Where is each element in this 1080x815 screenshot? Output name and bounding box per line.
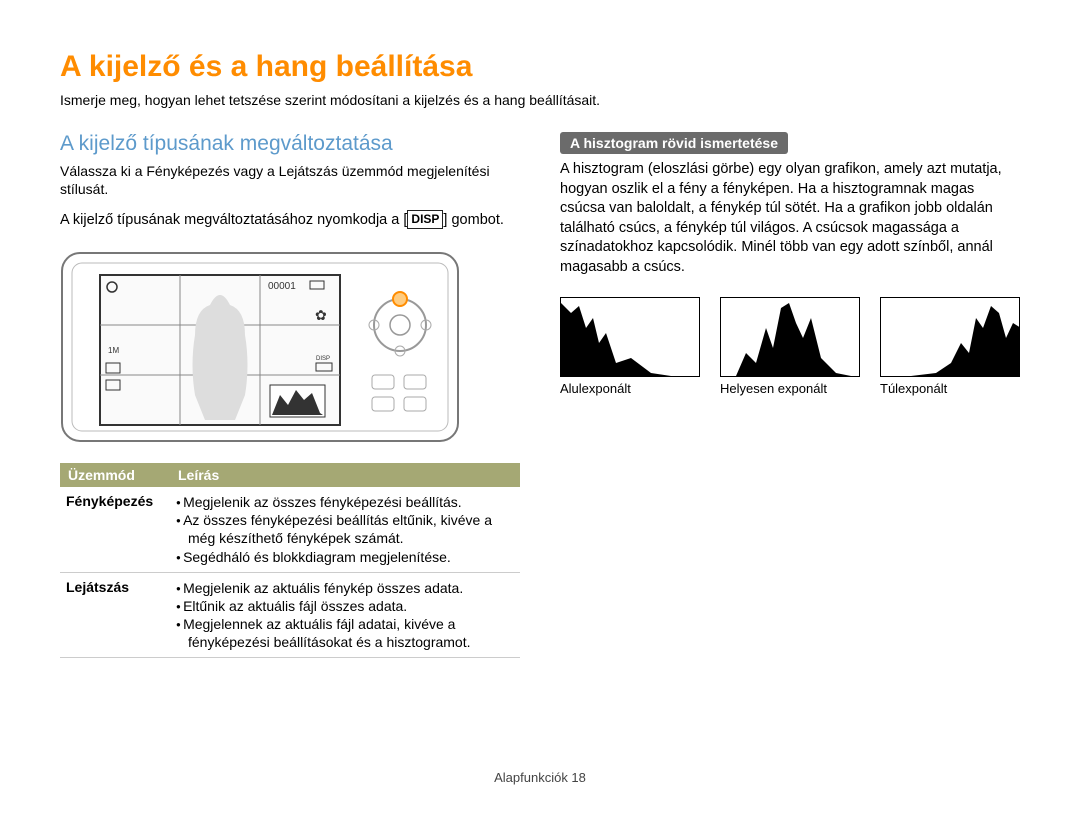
histogram-item: Túlexponált [880, 297, 1020, 396]
list-item: Az összes fényképezési beállítás eltűnik… [176, 511, 514, 547]
camera-illustration: 1M 00001 ✿ DISP [60, 245, 460, 445]
mode-table: Üzemmód Leírás Fényképezés Megjelenik az… [60, 463, 520, 659]
instruction-pre: A kijelző típusának megváltoztatásához n… [60, 212, 403, 228]
th-desc: Leírás [170, 463, 520, 487]
svg-text:1M: 1M [108, 346, 119, 355]
disp-instruction: A kijelző típusának megváltoztatásához n… [60, 210, 520, 231]
histogram-caption: Alulexponált [560, 381, 700, 396]
list-item: Eltűnik az aktuális fájl összes adata. [176, 597, 514, 615]
page-footer: Alapfunkciók 18 [0, 770, 1080, 785]
disp-label: DISP [407, 210, 443, 228]
th-mode: Üzemmód [60, 463, 170, 487]
mode-cell: Lejátszás [60, 572, 170, 658]
histogram-underexposed [560, 297, 700, 377]
list-item: Megjelenik az összes fényképezési beállí… [176, 493, 514, 511]
hist-shape [561, 303, 700, 377]
page-title: A kijelző és a hang beállítása [60, 50, 1020, 84]
list-item: Megjelenik az aktuális fénykép összes ad… [176, 579, 514, 597]
histogram-badge: A hisztogram rövid ismertetése [560, 132, 788, 154]
section-subtext: Válassza ki a Fényképezés vagy a Lejátsz… [60, 162, 520, 198]
histogram-row: Alulexponált Helyesen exponált [560, 297, 1020, 396]
histogram-overexposed [880, 297, 1020, 377]
histogram-caption: Helyesen exponált [720, 381, 860, 396]
instruction-post: gombot. [447, 212, 503, 228]
svg-text:✿: ✿ [315, 307, 327, 323]
page-intro: Ismerje meg, hogyan lehet tetszése szeri… [60, 92, 1020, 108]
table-row: Lejátszás Megjelenik az aktuális fénykép… [60, 572, 520, 658]
list-item: Segédháló és blokkdiagram megjelenítése. [176, 548, 514, 566]
table-row: Fényképezés Megjelenik az összes fénykép… [60, 487, 520, 572]
list-item: Megjelennek az aktuális fájl adatai, kiv… [176, 615, 514, 651]
histogram-correct [720, 297, 860, 377]
svg-text:DISP: DISP [316, 356, 330, 362]
histogram-text: A hisztogram (eloszlási görbe) egy olyan… [560, 160, 1020, 277]
svg-text:00001: 00001 [268, 281, 296, 292]
section-title: A kijelző típusának megváltoztatása [60, 132, 520, 156]
histogram-item: Alulexponált [560, 297, 700, 396]
mode-cell: Fényképezés [60, 487, 170, 572]
hist-shape [721, 303, 860, 377]
histogram-item: Helyesen exponált [720, 297, 860, 396]
right-column: A hisztogram rövid ismertetése A hisztog… [560, 132, 1020, 658]
left-column: A kijelző típusának megváltoztatása Vála… [60, 132, 520, 658]
hist-shape [881, 306, 1020, 377]
histogram-caption: Túlexponált [880, 381, 1020, 396]
